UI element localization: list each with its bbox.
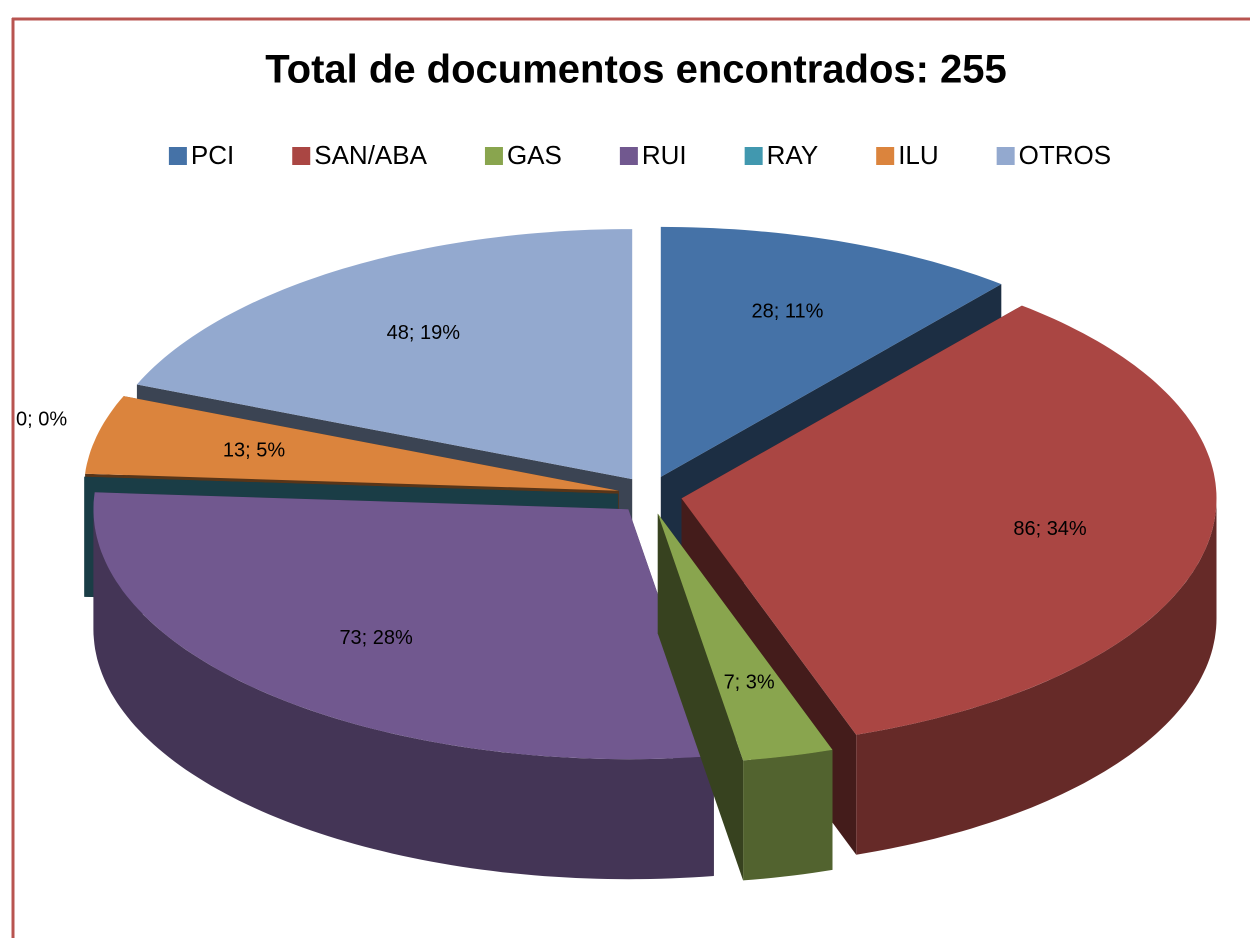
- data-label: 28; 11%: [752, 301, 824, 323]
- legend-label: ILU: [898, 140, 938, 170]
- legend-label: RAY: [767, 140, 819, 170]
- legend-swatch: [876, 147, 895, 165]
- data-label: 0; 0%: [16, 409, 67, 431]
- slice-cut-face: [657, 513, 744, 881]
- legend-label: SAN/ABA: [314, 140, 427, 170]
- data-label: 13; 5%: [223, 439, 285, 461]
- chart-title: Total de documentos encontrados: 255: [265, 48, 1007, 92]
- legend-label: OTROS: [1019, 140, 1111, 170]
- slice: [657, 513, 833, 881]
- slice-top: [85, 396, 619, 491]
- slice-side: [743, 749, 833, 881]
- legend-label: RUI: [642, 140, 687, 170]
- slice-top: [660, 226, 1002, 477]
- slice-side: [856, 498, 1217, 855]
- legend-swatch: [292, 147, 311, 165]
- legend-label: GAS: [507, 140, 562, 170]
- legend-swatch: [484, 147, 503, 165]
- slice-side: [93, 509, 714, 880]
- legend-swatch: [744, 147, 763, 165]
- data-label: 86; 34%: [1013, 518, 1087, 540]
- slice-top: [93, 492, 714, 760]
- slice-top: [136, 229, 633, 480]
- legend-swatch: [168, 147, 187, 165]
- legend-swatch: [996, 147, 1015, 165]
- slice: [93, 492, 714, 880]
- slice-top: [657, 513, 833, 761]
- legend-swatch: [619, 147, 638, 165]
- legend-label: PCI: [191, 140, 234, 170]
- slice-top: [681, 305, 1217, 735]
- data-label: 48; 19%: [387, 322, 461, 344]
- data-label: 73; 28%: [339, 627, 413, 649]
- data-label: 7; 3%: [724, 672, 775, 694]
- legend: PCI SAN/ABA GAS RUI RAY ILU OTROS: [168, 140, 1111, 170]
